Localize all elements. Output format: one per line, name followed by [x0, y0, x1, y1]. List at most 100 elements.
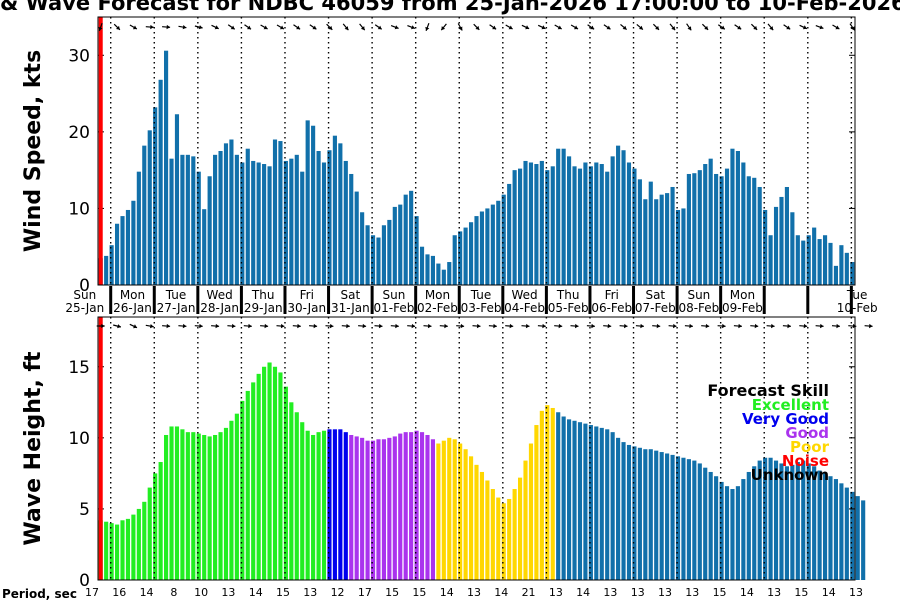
wind-bar — [419, 246, 425, 285]
wind-bar — [185, 154, 190, 285]
wave-bar — [468, 456, 474, 580]
wind-direction-arrow — [440, 23, 447, 31]
wave-bar — [730, 489, 735, 580]
wind-bar — [714, 173, 719, 285]
wave-bar — [605, 429, 610, 580]
wind-bar — [567, 156, 572, 285]
wind-bar — [191, 156, 196, 285]
wave-bar — [572, 420, 577, 580]
wind-bar — [637, 179, 642, 285]
wave-bar — [790, 464, 795, 580]
wind-bar — [708, 158, 713, 285]
day-label-date: 01-Feb — [373, 301, 414, 315]
wave-bar — [637, 447, 642, 580]
wind-bar — [523, 160, 528, 285]
wave-bar — [354, 436, 359, 580]
wind-bar — [240, 162, 245, 285]
wave-bar — [447, 437, 452, 580]
wave-direction-arrow — [848, 323, 857, 329]
wind-bar — [332, 135, 337, 285]
wind-bar — [839, 245, 844, 285]
period-value: 13 — [221, 586, 235, 599]
wind-bar — [724, 168, 730, 285]
wind-bar — [213, 154, 218, 285]
wave-bar — [833, 479, 839, 580]
wave-bar — [534, 425, 539, 580]
wind-direction-arrow — [554, 24, 562, 30]
wave-bar — [812, 466, 817, 580]
day-label-date: 09-Feb — [722, 301, 763, 315]
wind-bar — [485, 208, 490, 285]
wave-bar — [131, 514, 136, 580]
wave-bar — [556, 412, 561, 580]
wave-bar — [610, 432, 615, 580]
wind-bar — [305, 120, 310, 286]
wave-direction-arrow — [162, 323, 171, 329]
legend-item: Poor — [790, 438, 830, 456]
wave-ytick-label: 15 — [68, 358, 90, 378]
wind-bar — [643, 199, 648, 285]
wind-bar — [294, 154, 299, 285]
wave-bar — [583, 423, 588, 580]
wind-bar — [392, 206, 397, 285]
wave-bar — [670, 454, 675, 580]
wind-bar — [817, 239, 822, 285]
wind-bar — [365, 225, 370, 285]
wave-direction-arrow — [407, 323, 416, 329]
wind-direction-arrow — [359, 23, 366, 31]
wind-bar — [256, 162, 261, 285]
wave-direction-arrow — [194, 323, 203, 329]
wave-direction-arrow — [390, 323, 399, 329]
wave-direction-arrow — [831, 323, 840, 329]
wave-bar — [109, 523, 114, 580]
wind-direction-arrow — [750, 23, 758, 31]
wave-direction-arrow — [211, 323, 220, 329]
wind-direction-arrow — [98, 22, 103, 32]
wind-bar — [218, 151, 223, 285]
wind-bar — [120, 216, 125, 285]
wind-bar — [458, 231, 463, 285]
wave-bar — [577, 422, 583, 580]
wave-direction-arrow — [439, 323, 448, 329]
wind-bar — [343, 160, 348, 285]
wave-direction-arrow — [537, 323, 546, 329]
wave-direction-arrow — [619, 323, 628, 329]
wave-ylabel: Wave Height, ft — [21, 351, 46, 546]
day-label-date: 04-Feb — [504, 301, 545, 315]
wind-direction-arrow — [686, 23, 692, 31]
wind-direction-arrow — [326, 23, 333, 31]
wind-direction-arrow — [260, 24, 268, 30]
wave-bar — [458, 443, 463, 580]
wave-direction-arrow — [292, 323, 301, 329]
wave-direction-arrow — [276, 323, 285, 329]
wave-bar — [632, 446, 637, 580]
wave-bar — [114, 524, 120, 580]
wind-bar — [801, 240, 806, 285]
wind-direction-arrow — [521, 24, 530, 30]
day-label-date: 07-Feb — [635, 301, 676, 315]
wind-bar — [131, 200, 136, 285]
wave-bar — [398, 433, 403, 580]
wind-bar — [572, 166, 577, 285]
wind-direction-arrow — [717, 24, 726, 30]
wave-bar — [545, 405, 550, 580]
wave-bar — [343, 432, 348, 580]
wave-bar — [567, 419, 572, 580]
wave-bar — [599, 427, 604, 580]
wind-direction-arrow — [407, 25, 416, 30]
wind-direction-arrow — [178, 25, 187, 30]
wave-direction-arrow — [178, 323, 187, 329]
wave-bar — [251, 382, 256, 580]
wind-direction-arrow — [832, 24, 840, 30]
wind-direction-arrow — [537, 24, 546, 30]
wind-direction-arrow — [652, 23, 660, 31]
wind-direction-arrow — [620, 23, 627, 31]
wind-bar — [104, 255, 109, 285]
wave-bar — [719, 481, 724, 580]
wave-bar — [218, 432, 223, 580]
wind-bar — [414, 216, 419, 285]
wind-direction-arrow — [293, 24, 301, 30]
wind-bar — [262, 164, 267, 285]
day-label-dow: Fri — [300, 288, 314, 302]
period-value: 15 — [794, 586, 808, 599]
